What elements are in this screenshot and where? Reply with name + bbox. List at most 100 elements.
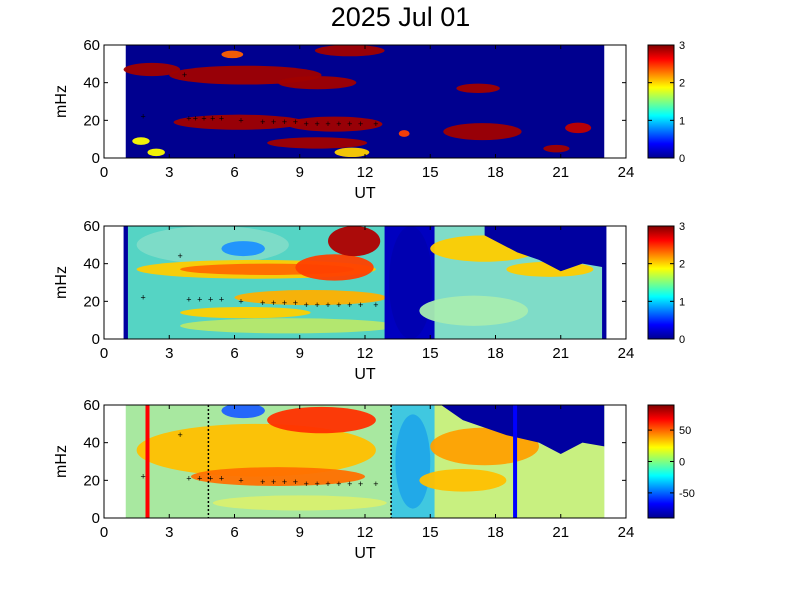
y-tick-label: 0: [92, 150, 100, 167]
heatmap-blob: [456, 83, 500, 94]
red-marker: +: [141, 472, 146, 482]
colorbar-tick-label: 1: [679, 115, 685, 127]
heatmap-blob: [180, 318, 398, 334]
black-marker: +: [304, 479, 309, 489]
black-marker: +: [260, 298, 265, 308]
black-marker: +: [219, 294, 224, 304]
black-marker: +: [373, 300, 378, 310]
x-tick-label: 9: [296, 164, 304, 181]
red-marker: +: [177, 251, 182, 261]
y-tick-label: 60: [83, 218, 100, 235]
red-marker: +: [141, 293, 146, 303]
red-marker: +: [182, 70, 187, 80]
heatmap-blob: [278, 76, 357, 90]
heatmap-blob: [395, 414, 431, 509]
heatmap-blob: [191, 467, 365, 486]
colorbar-tick-label: 3: [679, 221, 685, 233]
heatmap-region: [125, 45, 605, 158]
heatmap-region: [484, 226, 605, 272]
panel-2: + + + + + + + + + + + + + + + +++0 3 6 9 12 15 18 21 240204060U…: [53, 218, 685, 383]
heatmap-blob: [388, 226, 433, 339]
x-tick-label: 18: [487, 164, 504, 181]
figure-title: 2025 Jul 01: [330, 2, 471, 32]
heatmap-blob: [136, 423, 376, 477]
black-marker: +: [238, 475, 243, 485]
black-marker: +: [208, 294, 213, 304]
heatmap-field: [123, 226, 607, 339]
black-marker: +: [208, 473, 213, 483]
heatmap-blob: [430, 427, 539, 466]
black-marker: +: [260, 117, 265, 127]
heatmap-blob: [543, 144, 570, 153]
x-axis-label: UT: [354, 545, 376, 562]
black-marker: +: [201, 113, 206, 123]
x-tick-label: 24: [618, 524, 635, 541]
x-tick-label: 6: [230, 524, 238, 541]
y-tick-label: 20: [83, 472, 100, 489]
x-tick-label: 12: [357, 524, 374, 541]
heatmap-blob: [221, 50, 244, 59]
black-marker: +: [186, 294, 191, 304]
panel-1: + + + + + + + + + + + + + + + +++ +0 3 6 9 12 15 18 21 240204060…: [53, 37, 685, 202]
colorbar-tick-label: -50: [679, 488, 695, 500]
black-marker: +: [336, 119, 341, 129]
x-tick-label: 18: [487, 524, 504, 541]
black-marker: +: [293, 477, 298, 487]
black-marker: +: [219, 473, 224, 483]
x-tick-label: 21: [552, 524, 569, 541]
black-marker: +: [238, 115, 243, 125]
x-tick-label: 3: [165, 345, 173, 362]
heatmap-blob: [234, 290, 387, 306]
black-marker: +: [315, 479, 320, 489]
red-marker: +: [186, 113, 191, 123]
x-tick-label: 15: [422, 524, 439, 541]
black-marker: +: [325, 119, 330, 129]
x-tick-label: 0: [100, 524, 108, 541]
y-tick-label: 60: [83, 397, 100, 414]
black-marker: +: [271, 298, 276, 308]
heatmap-blob: [419, 469, 507, 492]
heatmap-region: [123, 226, 128, 339]
x-tick-label: 0: [100, 164, 108, 181]
black-marker: +: [347, 479, 352, 489]
heatmap-blob: [123, 62, 181, 77]
black-marker: +: [271, 117, 276, 127]
colorbar: [647, 225, 675, 340]
colorbar-tick-label: 0: [679, 153, 685, 165]
heatmap-region: [441, 405, 605, 454]
x-tick-label: 21: [552, 164, 569, 181]
heatmap-blob: [147, 148, 165, 157]
heatmap-blob: [398, 130, 410, 137]
black-marker: +: [293, 298, 298, 308]
heatmap-region: [602, 226, 607, 339]
heatmap-blob: [295, 254, 374, 281]
y-tick-label: 40: [83, 75, 100, 92]
y-tick-label: 40: [83, 435, 100, 452]
black-marker: +: [304, 300, 309, 310]
black-marker: +: [347, 119, 352, 129]
heatmap-blob: [419, 295, 529, 326]
heatmap-field: [123, 45, 605, 158]
heatmap-blob: [221, 405, 265, 419]
y-tick-label: 0: [92, 331, 100, 348]
y-tick-label: 60: [83, 37, 100, 54]
x-tick-label: 9: [296, 524, 304, 541]
y-tick-label: 40: [83, 256, 100, 273]
black-marker: +: [293, 117, 298, 127]
heatmap-field: [125, 405, 605, 518]
x-tick-label: 24: [618, 164, 635, 181]
black-marker: +: [336, 479, 341, 489]
black-marker: +: [271, 477, 276, 487]
black-marker: +: [358, 300, 363, 310]
y-tick-label: 20: [83, 112, 100, 129]
y-axis-label: mHz: [53, 266, 70, 299]
x-tick-label: 15: [422, 164, 439, 181]
black-marker: +: [373, 479, 378, 489]
x-axis-label: UT: [354, 366, 376, 383]
black-marker: +: [315, 119, 320, 129]
x-tick-label: 3: [165, 164, 173, 181]
heatmap-blob: [132, 137, 150, 145]
heatmap-blob: [443, 123, 522, 141]
x-tick-label: 9: [296, 345, 304, 362]
